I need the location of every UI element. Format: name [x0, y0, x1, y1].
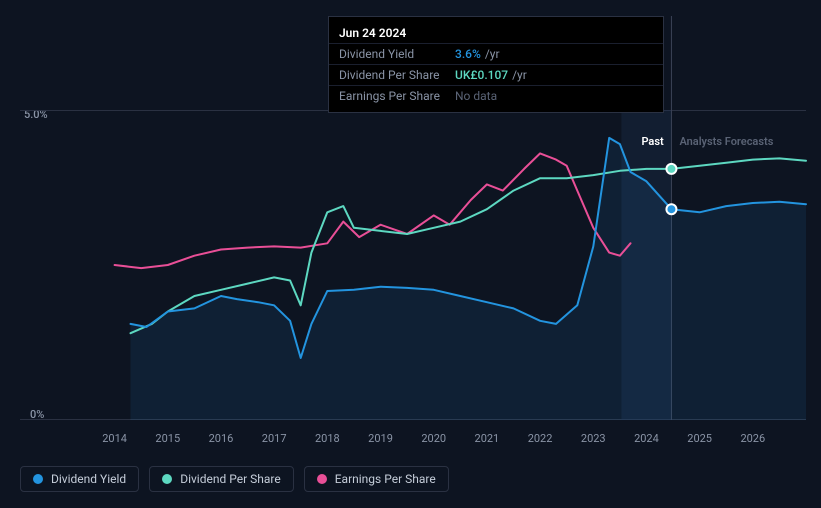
tooltip-unit: /yr — [485, 47, 500, 61]
legend-dot — [162, 474, 172, 484]
tooltip-unit: /yr — [512, 68, 527, 82]
x-axis-tick: 2015 — [155, 432, 180, 445]
x-axis-tick: 2016 — [209, 432, 234, 445]
tooltip-value: No data — [455, 89, 497, 103]
line-chart-svg — [20, 110, 806, 420]
x-axis-tick: 2018 — [315, 432, 340, 445]
tooltip-label: Dividend Yield — [339, 47, 455, 61]
tooltip-date: Jun 24 2024 — [339, 26, 406, 40]
legend-item-earnings-per-share[interactable]: Earnings Per Share — [304, 466, 449, 492]
legend-item-dividend-per-share[interactable]: Dividend Per Share — [149, 466, 294, 492]
hover-tooltip: Jun 24 2024 Dividend Yield 3.6% /yr Divi… — [328, 16, 664, 113]
x-axis-tick: 2026 — [740, 432, 765, 445]
tooltip-label: Earnings Per Share — [339, 89, 455, 103]
legend-dot — [33, 474, 43, 484]
tooltip-row-eps: Earnings Per Share No data — [329, 86, 663, 106]
legend-dot — [317, 474, 327, 484]
x-axis-tick: 2021 — [475, 432, 500, 445]
tooltip-row-yield: Dividend Yield 3.6% /yr — [329, 44, 663, 65]
x-axis-tick: 2022 — [528, 432, 553, 445]
legend-label: Dividend Per Share — [180, 472, 281, 486]
x-axis-tick: 2025 — [687, 432, 712, 445]
x-axis-tick: 2020 — [421, 432, 446, 445]
tooltip-value: UK£0.107 — [455, 68, 508, 82]
x-axis-tick: 2019 — [368, 432, 393, 445]
x-axis-tick: 2023 — [581, 432, 606, 445]
forecast-label: Analysts Forecasts — [679, 135, 773, 148]
x-axis-tick: 2014 — [102, 432, 127, 445]
legend-label: Earnings Per Share — [335, 472, 436, 486]
tooltip-row-dps: Dividend Per Share UK£0.107 /yr — [329, 65, 663, 86]
tooltip-label: Dividend Per Share — [339, 68, 455, 82]
legend-label: Dividend Yield — [51, 472, 126, 486]
legend-item-dividend-yield[interactable]: Dividend Yield — [20, 466, 139, 492]
x-axis-tick: 2017 — [262, 432, 287, 445]
tooltip-value: 3.6% — [455, 47, 481, 61]
chart-area[interactable] — [20, 110, 806, 420]
past-label: Past — [641, 135, 663, 148]
legend: Dividend Yield Dividend Per Share Earnin… — [20, 466, 449, 492]
x-axis-tick: 2024 — [634, 432, 659, 445]
